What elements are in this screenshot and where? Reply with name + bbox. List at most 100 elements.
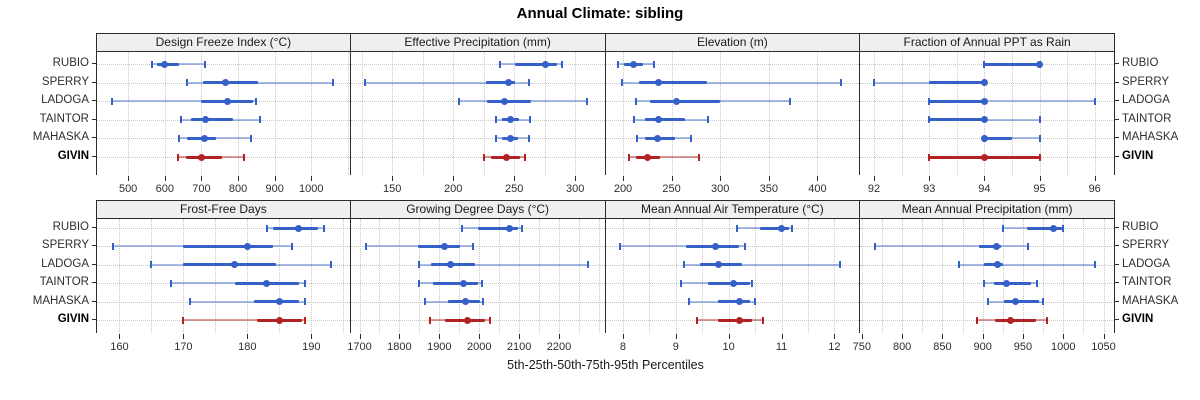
whisker-cap: [204, 60, 207, 68]
median-dot: [672, 97, 680, 105]
gridline-vertical: [274, 52, 276, 175]
whisker-cap: [482, 298, 485, 306]
median-dot: [464, 316, 472, 324]
axis-tick-left: [92, 282, 96, 284]
x-axis-tick: [817, 176, 819, 181]
panel-plot: 92 93 94 95 96: [860, 52, 1114, 195]
axis-tick-right: [1115, 245, 1119, 247]
whisker-cap: [1001, 224, 1004, 232]
whisker-cap: [481, 279, 484, 287]
axis-tick-left: [92, 81, 96, 83]
panel-plot: 200 250 300 350 400: [605, 52, 860, 195]
whisker-cap: [418, 261, 421, 269]
whisker-cap: [176, 153, 179, 161]
x-axis-tick: [675, 334, 677, 339]
gridline-vertical: [675, 219, 677, 333]
x-axis-tick-label: 1000: [1051, 341, 1076, 353]
whisker-cap: [680, 279, 683, 287]
x-axis-tick-label: 8: [619, 341, 626, 353]
gridline-vertical: [559, 219, 561, 333]
gridline-vertical: [1094, 52, 1096, 175]
whisker-cap: [472, 242, 475, 250]
median-dot: [980, 79, 988, 87]
whisker-cap: [1046, 316, 1049, 324]
gridline-vertical: [544, 52, 546, 175]
whisker-cap: [986, 298, 989, 306]
axis-tick-left: [92, 118, 96, 120]
x-axis-tick: [768, 176, 770, 181]
median-dot: [1007, 316, 1015, 324]
gridline-vertical: [702, 219, 704, 333]
median-dot: [735, 298, 743, 306]
range-5th-95th: [984, 137, 1040, 140]
panel-strip-title: Growing Degree Days (°C): [350, 201, 605, 219]
gridline-vertical: [347, 52, 349, 175]
gridline-vertical: [238, 52, 240, 175]
gridline-vertical: [874, 52, 876, 175]
whisker-cap: [754, 298, 757, 306]
x-axis-tick: [164, 176, 166, 181]
gridline-vertical: [728, 219, 730, 333]
whisker-cap: [255, 97, 258, 105]
whisker-cap: [524, 153, 527, 161]
x-axis-tick-label: 700: [192, 183, 211, 195]
panel-plot: 1700 1800 1900 2000 2100 2200: [347, 219, 605, 353]
gridline-vertical: [311, 219, 313, 333]
range-25th-75th: [191, 118, 233, 122]
median-dot: [992, 242, 1000, 250]
gridline-vertical: [128, 52, 130, 175]
whisker-cap: [735, 224, 738, 232]
whisker-cap: [695, 316, 698, 324]
range-25th-75th: [638, 81, 707, 85]
range-25th-75th: [984, 62, 1040, 66]
whisker-cap: [423, 298, 426, 306]
x-axis-tick: [1022, 334, 1024, 339]
range-5th-95th: [958, 263, 1096, 266]
median-dot: [446, 261, 454, 269]
range-5th-95th: [111, 100, 257, 103]
whisker-cap: [1026, 242, 1029, 250]
gridline-horizontal: [605, 64, 860, 65]
median-dot: [295, 224, 303, 232]
gridline-vertical: [1002, 219, 1004, 333]
gridline-vertical: [479, 219, 481, 333]
whisker-cap: [303, 298, 306, 306]
site-label-right: RUBIO: [1122, 57, 1159, 69]
whisker-cap: [873, 79, 876, 87]
whisker-cap: [529, 116, 532, 124]
site-label-left: GIVIN: [57, 313, 89, 325]
axis-tick-left: [92, 300, 96, 302]
site-label-left: LADOGA: [41, 94, 89, 107]
x-axis-tick-label: 1700: [347, 341, 372, 353]
gridline-horizontal: [97, 283, 350, 285]
gridline-vertical: [902, 219, 904, 333]
whisker-cap: [482, 153, 485, 161]
median-dot: [542, 60, 550, 68]
whisker-cap: [242, 153, 245, 161]
whisker-cap: [111, 242, 114, 250]
gridline-vertical: [768, 52, 770, 175]
whisker-cap: [957, 261, 960, 269]
x-axis-tick: [399, 334, 401, 339]
whisker-cap: [527, 134, 530, 142]
x-axis-tick: [575, 176, 577, 181]
median-dot: [980, 116, 988, 124]
gridline-horizontal: [860, 228, 1114, 229]
whisker-cap: [185, 79, 188, 87]
x-axis-tick: [622, 334, 624, 339]
site-label-right: RUBIO: [1122, 221, 1159, 233]
gridline-horizontal: [860, 320, 1114, 321]
axis-tick-right: [1115, 118, 1119, 120]
gridline-vertical: [499, 219, 501, 333]
whisker-cap: [249, 134, 252, 142]
x-axis-tick-label: 10: [722, 341, 735, 353]
axis-tick-right: [1115, 81, 1119, 83]
whisker-cap: [488, 316, 491, 324]
x-axis-tick: [728, 334, 730, 339]
site-label-left: TAINTOR: [39, 276, 89, 289]
x-axis-tick-label: 170: [174, 341, 193, 353]
x-axis-tick-label: 900: [973, 341, 992, 353]
range-5th-95th: [683, 263, 840, 266]
x-axis-tick-label: 95: [1033, 183, 1046, 195]
